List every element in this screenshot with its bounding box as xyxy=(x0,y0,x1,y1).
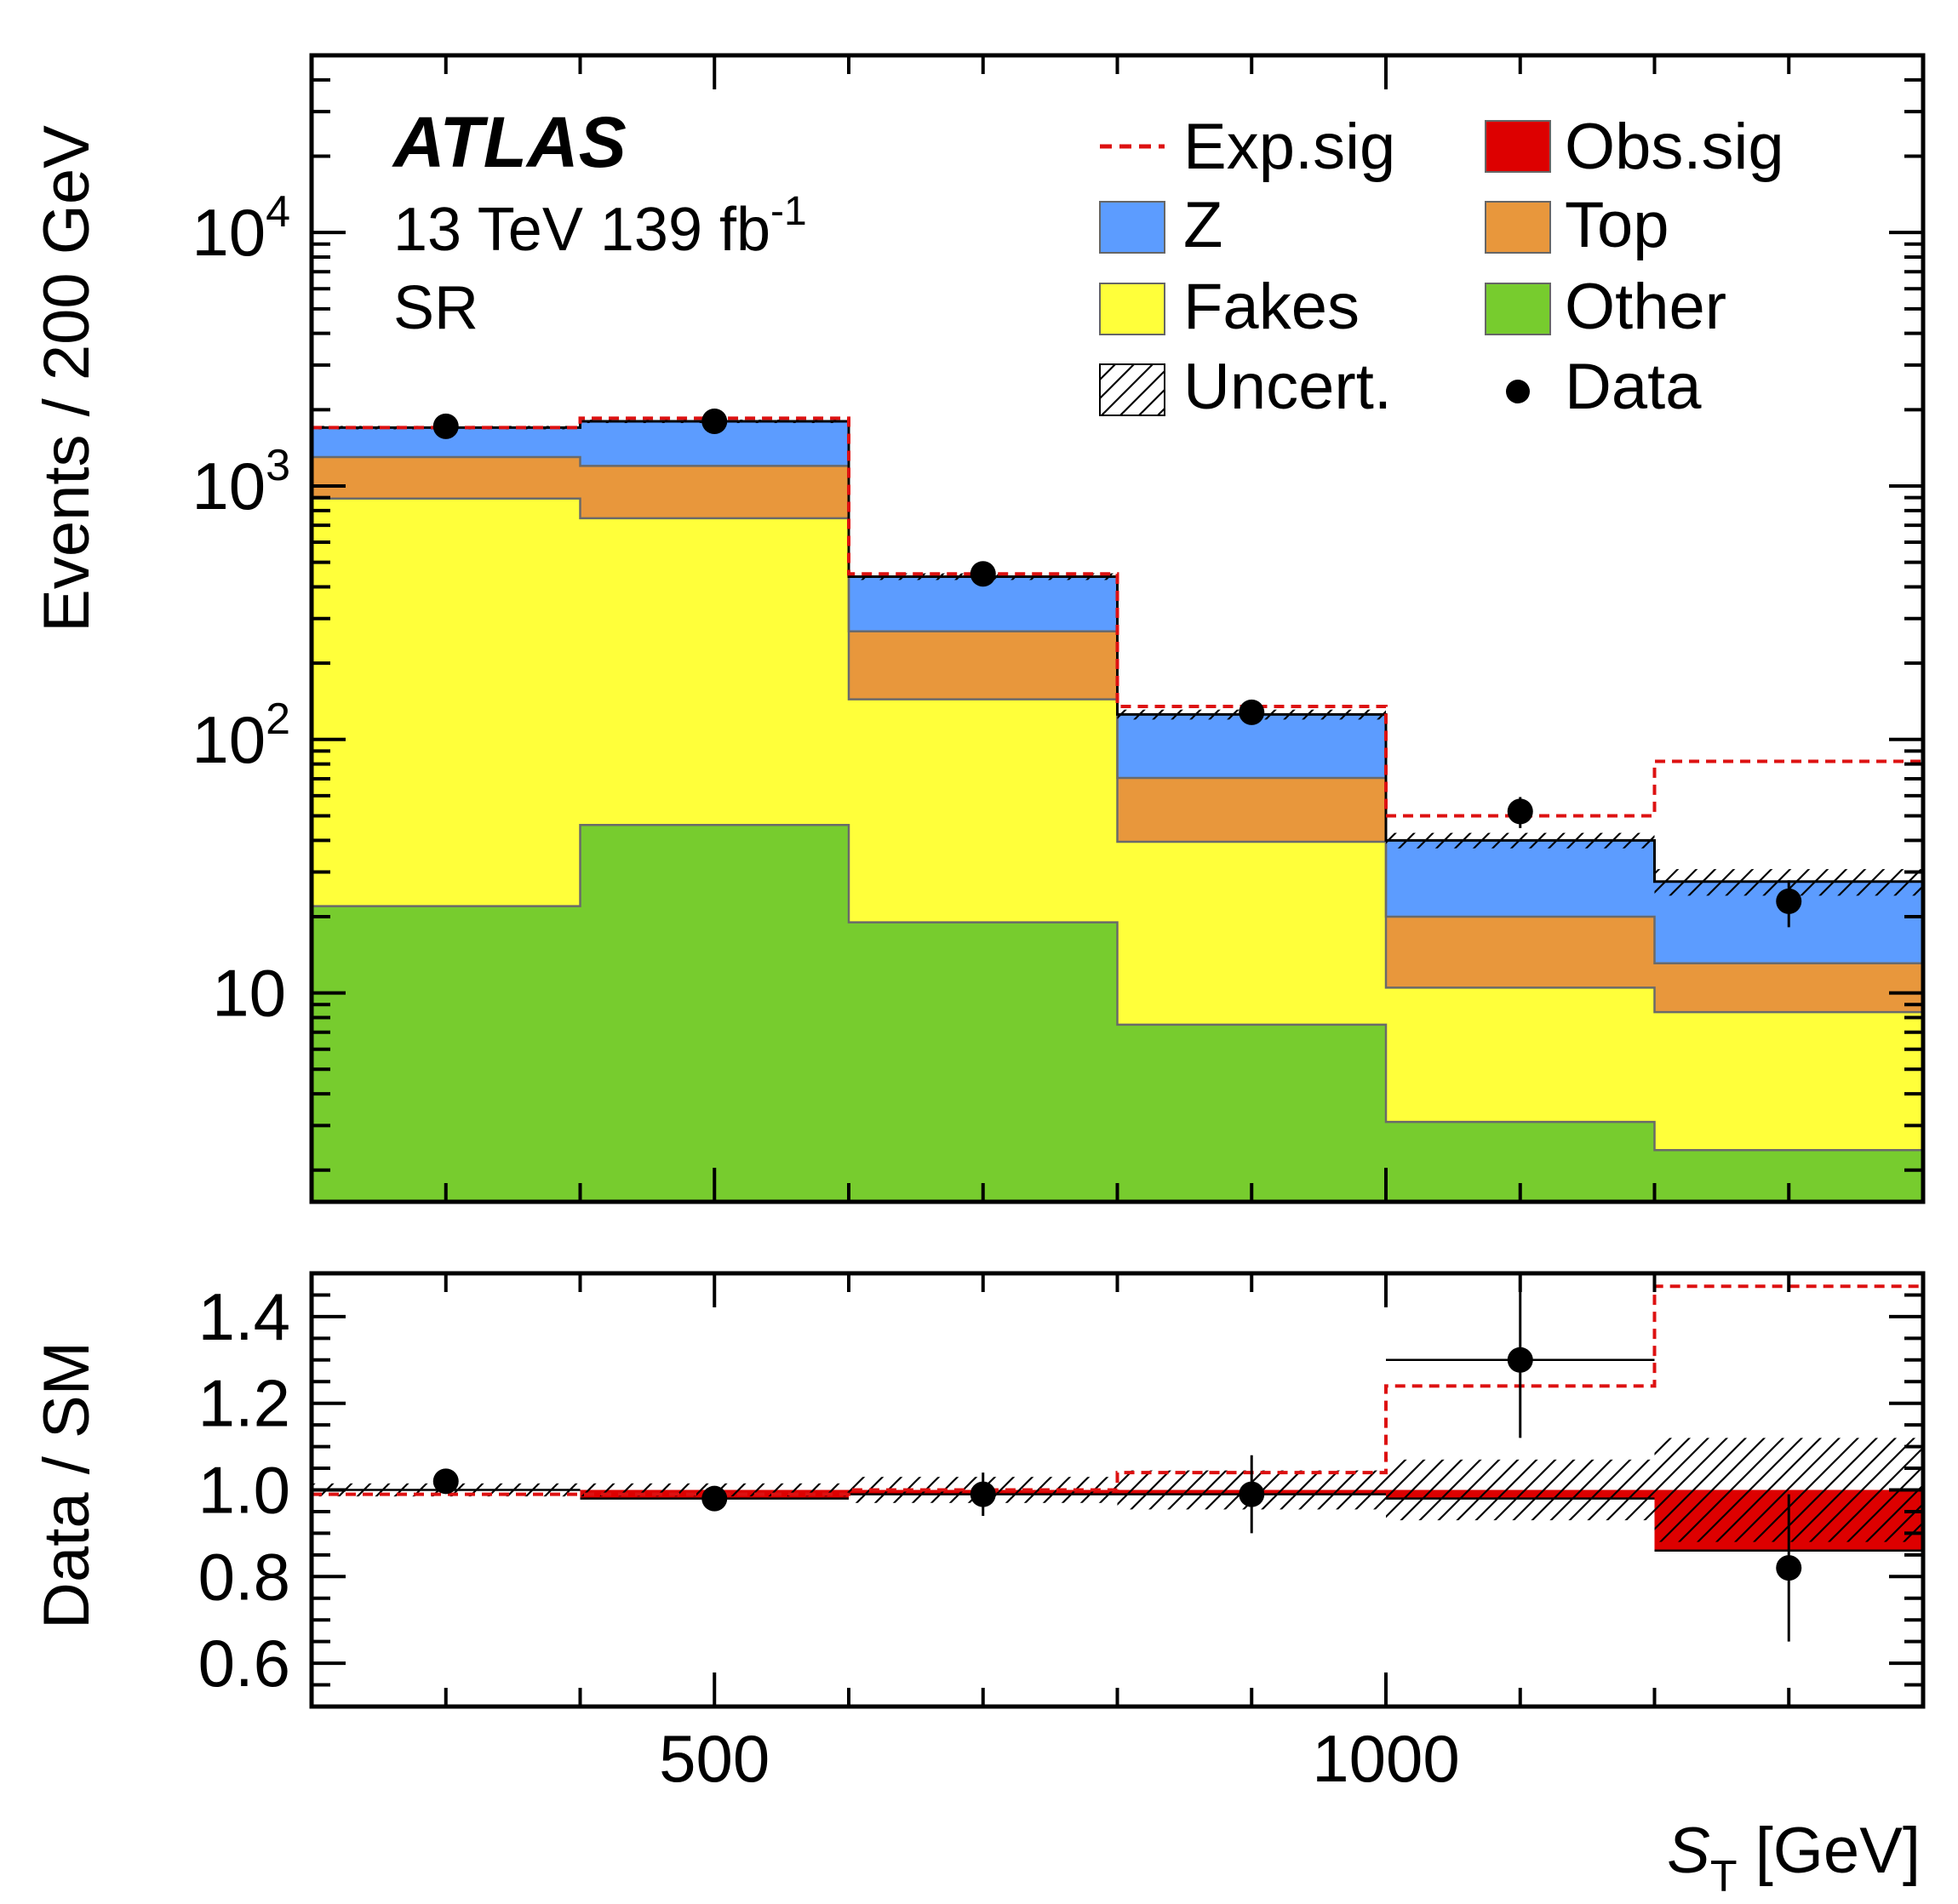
x-axis-symbol: S xyxy=(1667,1815,1710,1887)
x-axis-unit: [GeV] xyxy=(1738,1815,1921,1887)
bar-fakes-3 xyxy=(1117,841,1386,1025)
legend-z-swatch xyxy=(1099,201,1165,254)
ratio-data-point-0 xyxy=(432,1468,459,1495)
bar-other-2 xyxy=(849,922,1118,1202)
bar-top-5 xyxy=(1654,963,1923,1013)
x-axis-subscript: T xyxy=(1710,1852,1738,1900)
main-y-tick-label-0: 10 xyxy=(212,956,286,1031)
ratio-plot: 0.6 0.8 1.0 1.2 1.4 500 1000 xyxy=(198,1271,1926,1796)
ratio-data-point-1 xyxy=(701,1485,728,1512)
bar-top-4 xyxy=(1386,916,1655,988)
legend-uncert-swatch xyxy=(1099,363,1165,416)
ratio-exp-sig-line xyxy=(312,1284,1923,1496)
exp-sig-line-main xyxy=(312,416,1923,818)
energy-lumi-label: 13 TeV 139 fb-1 xyxy=(393,189,807,264)
bar-fakes-2 xyxy=(849,699,1118,923)
ratio-y-axis-title: Data / SM xyxy=(31,1341,103,1629)
bar-top-3 xyxy=(1117,778,1386,842)
x-tick-label-0: 500 xyxy=(659,1721,770,1796)
data-point-main-4 xyxy=(1507,798,1533,825)
bar-top-1 xyxy=(580,466,849,518)
x-axis-title: ST [GeV] xyxy=(1667,1815,1921,1900)
legend-top-swatch xyxy=(1485,201,1551,254)
main-y-tick-label-2: 103 xyxy=(192,441,290,523)
uncert-band-main-4 xyxy=(1386,832,1655,849)
data-point-main-5 xyxy=(1776,888,1802,914)
ratio-data-point-2 xyxy=(970,1481,996,1507)
bar-fakes-4 xyxy=(1386,987,1655,1123)
data-point-main-0 xyxy=(432,413,459,439)
data-point-main-3 xyxy=(1239,699,1265,725)
main-y-tick-exp: 4 xyxy=(266,187,290,237)
bar-top-2 xyxy=(849,631,1118,700)
ratio-uncert-band-4 xyxy=(1386,1459,1655,1521)
legend-fakes-swatch xyxy=(1099,283,1165,335)
main-y-tick-base: 10 xyxy=(192,702,266,777)
legend-z-label: Z xyxy=(1183,189,1222,261)
main-y-tick-base: 10 xyxy=(192,195,266,270)
main-y-tick-exp: 2 xyxy=(266,695,290,744)
bar-top-0 xyxy=(312,457,581,499)
ratio-data-point-5 xyxy=(1776,1555,1802,1581)
ratio-y-tick-label-0: 0.6 xyxy=(198,1626,290,1701)
x-tick-label-1: 1000 xyxy=(1312,1721,1460,1796)
atlas-label: ATLAS xyxy=(392,102,627,182)
stack-layer xyxy=(312,408,1923,1202)
bar-other-3 xyxy=(1117,1024,1386,1202)
ratio-y-tick-label-1: 0.8 xyxy=(198,1539,290,1614)
legend-other-label: Other xyxy=(1565,271,1726,343)
main-y-tick-label-1: 102 xyxy=(192,695,290,777)
ratio-data-point-4 xyxy=(1507,1347,1533,1373)
main-y-tick-exp: 3 xyxy=(266,441,290,490)
bar-fakes-0 xyxy=(312,498,581,906)
stack-outline-bar-other xyxy=(312,823,1923,1152)
region-label: SR xyxy=(393,274,478,342)
ratio-y-tick-label-3: 1.2 xyxy=(198,1366,290,1441)
main-ticks xyxy=(310,54,1925,1202)
legend-other-swatch xyxy=(1485,283,1551,335)
ratio-data-point-3 xyxy=(1239,1481,1265,1507)
ratio-ticks xyxy=(310,1272,1925,1708)
bar-other-1 xyxy=(580,825,849,1202)
bar-z-4 xyxy=(1386,840,1655,917)
legend-fakes-label: Fakes xyxy=(1183,271,1360,343)
energy-lumi-text: 13 TeV 139 fb xyxy=(393,196,770,264)
ratio-layer xyxy=(312,1282,1923,1642)
data-point-main-2 xyxy=(970,561,996,587)
main-y-tick-label-3: 104 xyxy=(192,187,290,270)
bar-fakes-5 xyxy=(1654,1012,1923,1151)
bar-other-0 xyxy=(312,906,581,1202)
data-point-main-1 xyxy=(701,408,728,434)
main-y-tick-base: 10 xyxy=(192,449,266,523)
legend-top-label: Top xyxy=(1565,189,1669,261)
lumi-exponent: -1 xyxy=(770,189,807,234)
ratio-y-tick-label-4: 1.4 xyxy=(198,1279,290,1354)
legend-exp-sig-label: Exp.sig xyxy=(1183,111,1395,183)
legend-obs-sig-swatch xyxy=(1485,120,1551,173)
legend-uncert-label: Uncert. xyxy=(1183,351,1392,423)
main-y-axis-title: Events / 200 GeV xyxy=(31,125,103,632)
legend-data-marker xyxy=(1506,380,1530,403)
legend: Exp.sig Obs.sig Z Top Fakes Other Uncert… xyxy=(1099,111,1784,423)
legend-data-label: Data xyxy=(1565,351,1702,423)
bar-fakes-1 xyxy=(580,517,849,826)
legend-obs-sig-label: Obs.sig xyxy=(1565,111,1784,183)
main-y-tick-base: 10 xyxy=(212,956,286,1031)
ratio-y-tick-label-2: 1.0 xyxy=(198,1453,290,1528)
